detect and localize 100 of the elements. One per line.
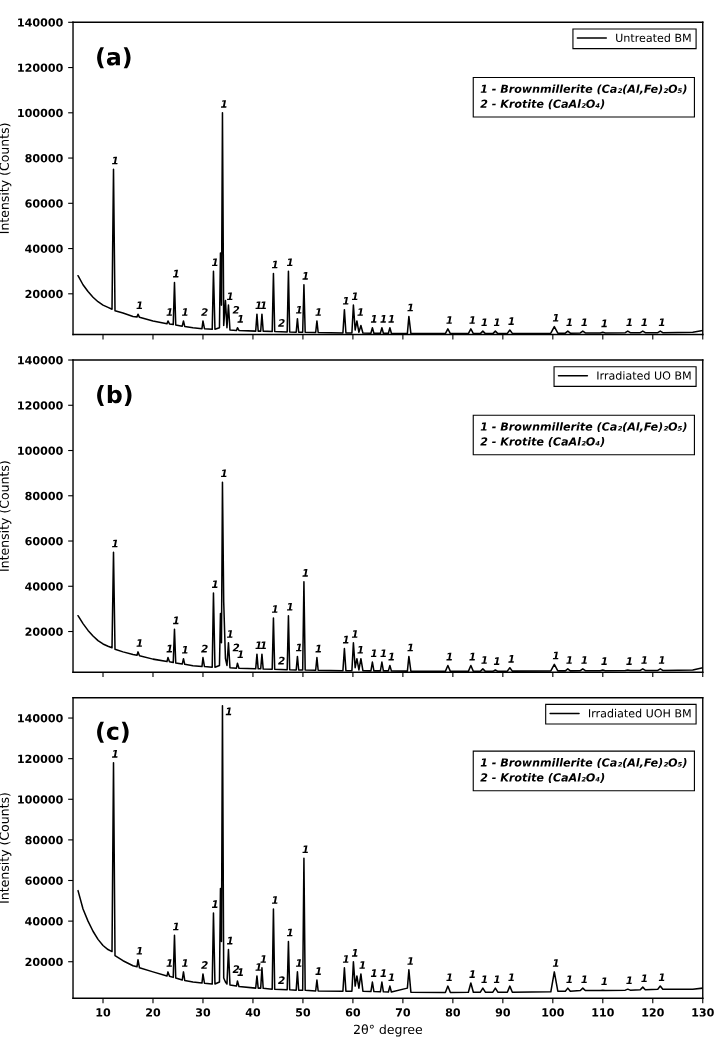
annotation: 1 bbox=[566, 975, 572, 984]
annotation: 1 - Brownmillerite (Ca₂(Al,Fe)₂O₅) bbox=[480, 84, 687, 95]
annotation: 1 bbox=[407, 303, 413, 312]
annotation: 1 bbox=[286, 603, 293, 611]
annotation: 1 bbox=[641, 656, 647, 664]
annotation: 1 bbox=[255, 301, 262, 310]
annotation: 1 bbox=[641, 318, 647, 327]
annotation: 1 bbox=[255, 641, 262, 650]
y-tick-label: 60000 bbox=[25, 536, 63, 546]
annotation: 1 bbox=[566, 318, 572, 327]
annotation: 1 bbox=[315, 967, 321, 975]
annotation: 2 bbox=[278, 319, 285, 327]
annotation: 1 bbox=[315, 644, 321, 653]
annotation: 1 bbox=[508, 655, 514, 663]
annotation: 1 bbox=[581, 975, 587, 984]
y-tick-label: 20000 bbox=[25, 627, 63, 636]
x-tick-label: 110 bbox=[592, 1008, 614, 1017]
annotation: 1 bbox=[237, 650, 244, 659]
legend-label: Untreated BM bbox=[616, 33, 691, 43]
annotation: 1 bbox=[481, 656, 487, 664]
annotation: 1 bbox=[302, 845, 308, 854]
annotation: 1 bbox=[271, 896, 278, 904]
annotation: 1 bbox=[136, 947, 143, 955]
annotation: 2 bbox=[232, 965, 240, 973]
annotation: 1 bbox=[407, 643, 413, 652]
annotation: 1 bbox=[446, 316, 452, 324]
annotation: 1 bbox=[271, 605, 278, 613]
annotation: 1 bbox=[493, 975, 500, 984]
annotation: 1 bbox=[260, 301, 267, 310]
annotation: 2 bbox=[232, 643, 240, 652]
x-tick-label: 20 bbox=[146, 1008, 161, 1017]
y-tick-label: 120000 bbox=[18, 754, 63, 764]
legend-label: Irradiated UOH BM bbox=[589, 708, 691, 718]
annotation: 1 bbox=[380, 649, 386, 657]
annotation: 1 bbox=[566, 656, 572, 664]
annotation: 1 bbox=[508, 317, 514, 325]
annotation: 1 bbox=[380, 969, 386, 977]
x-axis-title: 2θ° degree bbox=[353, 1024, 423, 1037]
y-tick-label: 80000 bbox=[25, 835, 63, 845]
annotation: 1 bbox=[302, 272, 308, 280]
annotation: 1 bbox=[295, 643, 302, 652]
annotation: 1 bbox=[351, 630, 358, 638]
x-tick-label: 70 bbox=[395, 1008, 411, 1017]
y-tick-label: 20000 bbox=[25, 957, 63, 967]
annotation: 1 bbox=[357, 308, 363, 316]
annotation: 1 bbox=[220, 100, 227, 108]
annotation: 1 bbox=[112, 539, 118, 548]
annotation: 1 bbox=[601, 977, 607, 986]
x-tick-label: 10 bbox=[96, 1008, 111, 1017]
annotation: 1 bbox=[286, 928, 293, 937]
annotation: 2 bbox=[278, 656, 285, 665]
y-tick-label: 80000 bbox=[25, 154, 63, 163]
annotation: 2 - Krotite (CaAl₂O₄) bbox=[480, 99, 605, 110]
annotation: 1 bbox=[166, 308, 173, 316]
annotation: 1 bbox=[136, 301, 143, 310]
annotation: 1 bbox=[658, 973, 665, 982]
x-tick-label: 50 bbox=[296, 1008, 311, 1017]
x-tick-label: 100 bbox=[542, 1008, 564, 1017]
annotation: 1 bbox=[446, 973, 452, 982]
annotation: 1 bbox=[220, 469, 227, 478]
annotation: 1 bbox=[658, 318, 665, 327]
annotation: 1 bbox=[658, 656, 665, 664]
x-tick-label: 90 bbox=[495, 1008, 511, 1017]
legend-label: Irradiated UO BM bbox=[597, 371, 691, 380]
y-tick-label: 100000 bbox=[18, 795, 63, 804]
annotation: 1 bbox=[136, 639, 143, 647]
x-tick-label: 130 bbox=[692, 1008, 714, 1017]
annotation: 1 bbox=[211, 258, 218, 267]
annotation: 1 bbox=[446, 652, 452, 661]
annotation: 1 bbox=[181, 308, 188, 316]
annotation: 1 bbox=[172, 616, 179, 625]
annotation: 2 bbox=[201, 644, 208, 653]
y-tick-label: 140000 bbox=[18, 714, 63, 723]
annotation: 1 bbox=[469, 652, 475, 661]
text: (b) bbox=[97, 385, 132, 407]
annotation: 1 bbox=[626, 976, 632, 985]
annotation: 1 bbox=[112, 750, 118, 758]
annotation: 1 bbox=[552, 651, 559, 660]
annotation: 1 bbox=[370, 969, 377, 977]
annotation: 1 bbox=[166, 959, 173, 967]
x-tick-label: 40 bbox=[245, 1008, 261, 1017]
annotation: 1 bbox=[508, 973, 514, 982]
annotation: 1 bbox=[481, 318, 487, 327]
annotation: 1 bbox=[581, 318, 587, 327]
annotation: 1 bbox=[351, 292, 358, 301]
annotation: 1 bbox=[481, 975, 487, 984]
annotation: 1 bbox=[342, 955, 349, 963]
annotation: 1 bbox=[271, 260, 278, 269]
annotation: 1 - Brownmillerite (Ca₂(Al,Fe)₂O₅) bbox=[480, 422, 687, 433]
annotation: 1 bbox=[601, 657, 607, 665]
annotation: 1 bbox=[295, 959, 302, 967]
annotation: 2 - Krotite (CaAl₂O₄) bbox=[480, 773, 605, 783]
annotation: 1 bbox=[260, 641, 267, 650]
annotation: 1 bbox=[172, 922, 179, 931]
annotation: 1 bbox=[626, 318, 632, 327]
annotation: 1 bbox=[359, 961, 365, 969]
annotation: 1 bbox=[407, 957, 413, 965]
annotation: 1 bbox=[166, 644, 173, 653]
y-tick-label: 40000 bbox=[25, 244, 63, 253]
annotation: 1 bbox=[237, 315, 244, 323]
